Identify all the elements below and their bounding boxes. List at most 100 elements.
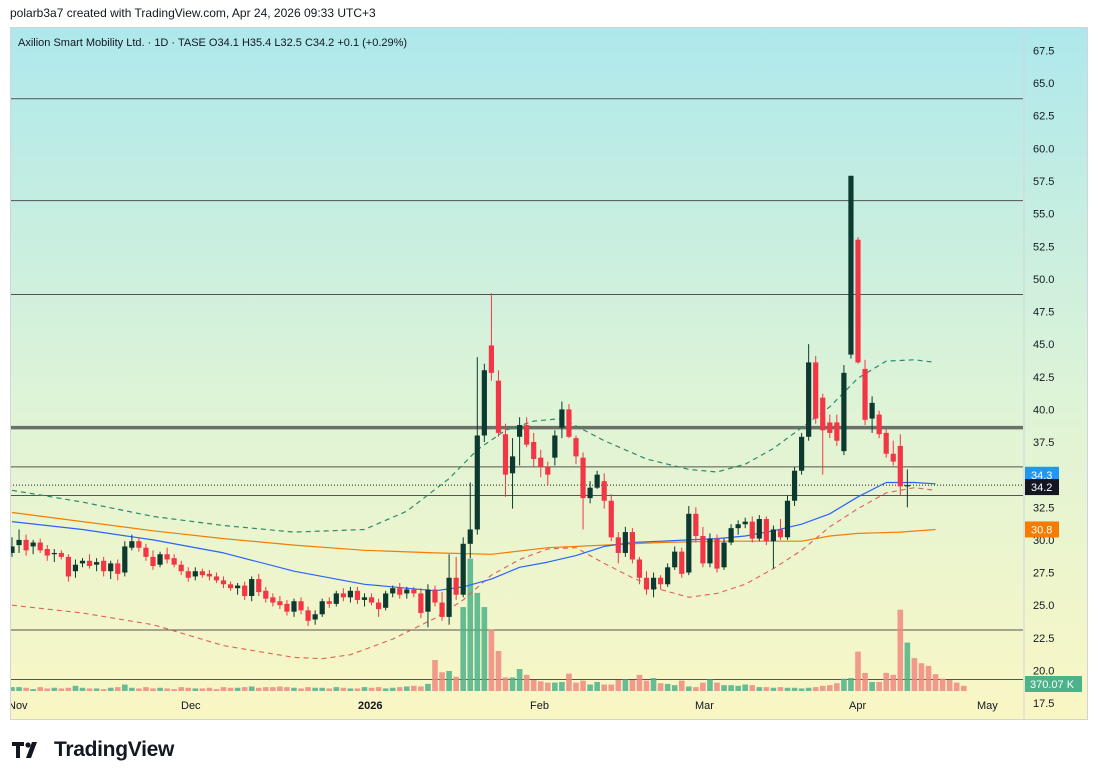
candle — [601, 473, 607, 509]
price-label: 34.2 — [1025, 479, 1059, 496]
volume-bar — [10, 687, 15, 691]
candle — [862, 359, 868, 426]
volume-label: 370.07 K — [1025, 676, 1082, 692]
candle — [707, 533, 713, 568]
volume-bar — [827, 685, 833, 691]
volume-bar — [890, 674, 897, 691]
candle — [333, 590, 339, 607]
axes: 67.5 65.0 62.5 60.0 57.5 55.0 52.5 50.0 47.5 45.0… — [10, 27, 1082, 720]
candle-body — [150, 556, 156, 566]
candle — [813, 355, 819, 424]
candle — [573, 435, 579, 465]
candle-body — [869, 402, 875, 419]
volume-bar — [439, 672, 445, 691]
volume-bar — [481, 607, 488, 691]
footer-brand: TradingView — [54, 738, 175, 761]
candle-body — [185, 571, 191, 578]
volume-bar — [805, 687, 812, 691]
candle — [453, 556, 459, 600]
x-tick-label: Dec — [181, 700, 201, 712]
candle-body — [559, 409, 565, 428]
volume-bar — [185, 687, 192, 691]
volume-bar — [361, 687, 368, 691]
y-tick-label: 60.0 — [1033, 143, 1054, 155]
candle — [227, 581, 234, 591]
volume-bar — [291, 687, 297, 691]
candle-body — [390, 588, 396, 594]
volume-bar — [509, 677, 516, 691]
candle-body — [298, 601, 304, 611]
candle-body — [615, 537, 621, 553]
candle — [629, 528, 635, 564]
candle-body — [629, 532, 635, 560]
candle-body — [841, 372, 847, 452]
candle — [855, 237, 861, 364]
volume-bar — [192, 688, 199, 691]
candle — [143, 543, 149, 561]
candle — [580, 452, 586, 530]
candle-body — [86, 560, 93, 566]
candle — [150, 550, 156, 570]
candle-body — [460, 543, 466, 595]
candle — [192, 567, 198, 581]
candle-body — [277, 601, 283, 606]
candle-body — [129, 541, 135, 548]
price-label-text: 34.2 — [1031, 482, 1052, 494]
candle-body — [178, 564, 184, 572]
candle — [418, 588, 424, 619]
candle — [65, 554, 71, 582]
candle-body — [192, 571, 198, 577]
candle — [94, 558, 100, 572]
chart-frame — [10, 27, 1088, 720]
volume-bar — [164, 688, 170, 691]
volume-bar — [735, 685, 741, 691]
candle — [326, 597, 332, 608]
candle-body — [813, 362, 819, 419]
upper-band-line — [11, 359, 936, 533]
candle-body — [658, 577, 664, 585]
candle-body — [883, 432, 889, 454]
volume-bar — [545, 682, 551, 691]
candle-body — [263, 590, 269, 599]
volume-bar — [255, 687, 262, 691]
volume-bar — [559, 681, 565, 691]
candle — [242, 581, 248, 600]
volume-bar — [234, 687, 241, 691]
volume-bar — [129, 687, 135, 691]
candle — [841, 365, 847, 456]
price-chart[interactable]: 67.5 65.0 62.5 60.0 57.5 55.0 52.5 50.0 47.5 45.0… — [10, 27, 1088, 720]
volume-bar — [932, 674, 939, 691]
candle-body — [340, 593, 346, 598]
candle-body — [361, 597, 368, 600]
volume-bar — [411, 685, 417, 691]
candle — [23, 534, 29, 556]
candle-body — [749, 521, 755, 539]
header-attribution: polarb3a7 created with TradingView.com, … — [10, 6, 376, 20]
candle-body — [876, 414, 882, 435]
candle — [411, 586, 417, 598]
volume-bar — [474, 592, 481, 691]
candle-body — [143, 547, 149, 557]
candle — [298, 597, 304, 615]
candle-body — [235, 585, 241, 589]
volume-bar — [495, 650, 502, 691]
candle — [883, 428, 889, 458]
volume-bar — [298, 688, 304, 691]
footer-logo[interactable]: TradingView — [12, 738, 174, 762]
volume-bar — [671, 685, 678, 691]
volume-bar — [396, 687, 403, 691]
candle — [622, 526, 628, 557]
volume-bar — [953, 682, 960, 691]
volume-bar — [939, 678, 946, 691]
candle-body — [799, 436, 805, 471]
candle — [171, 554, 177, 568]
candle-body — [164, 554, 170, 560]
y-tick-label: 22.5 — [1033, 633, 1054, 645]
y-tick-label: 50.0 — [1033, 274, 1054, 286]
candle — [30, 539, 36, 555]
y-tick-label: 45.0 — [1033, 339, 1054, 351]
volume-bar — [502, 677, 509, 691]
volume-bar — [925, 665, 932, 691]
volume-bar — [678, 680, 685, 691]
candle — [270, 593, 276, 607]
